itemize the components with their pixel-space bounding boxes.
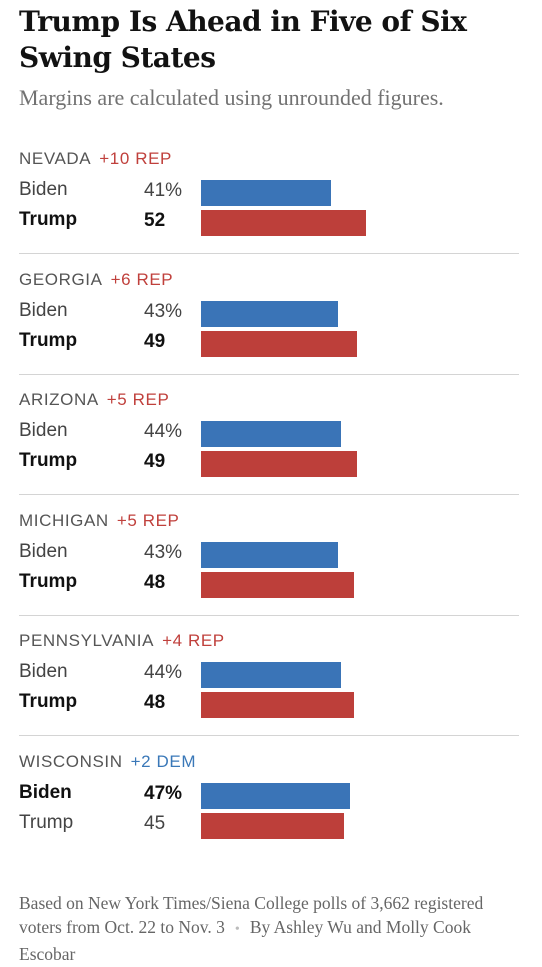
- state-header: WISCONSIN +2 DEM: [19, 752, 196, 772]
- state-group-michigan: MICHIGAN +5 REP Biden 43% Trump 48: [0, 511, 542, 631]
- data-label-trump: 49: [144, 451, 166, 472]
- data-label-trump: 45: [144, 813, 166, 834]
- state-group-georgia: GEORGIA +6 REP Biden 43% Trump 49: [0, 270, 542, 390]
- candidate-label-biden: Biden: [19, 179, 68, 200]
- bar-trump: [201, 331, 357, 357]
- data-label-biden: 44%: [144, 662, 183, 683]
- candidate-label-trump: Trump: [19, 330, 78, 351]
- chart-title: Trump Is Ahead in Five of Six Swing Stat…: [19, 5, 467, 74]
- bar-biden: [201, 301, 338, 327]
- data-label-trump: 49: [144, 331, 166, 352]
- bar-biden: [201, 662, 341, 688]
- bar-biden: [201, 542, 338, 568]
- separator-dot: •: [234, 922, 240, 937]
- state-margin: +10 REP: [99, 149, 172, 168]
- state-name: GEORGIA: [19, 270, 103, 289]
- divider: [19, 253, 519, 254]
- candidate-label-trump: Trump: [19, 209, 78, 230]
- state-margin: +6 REP: [110, 270, 174, 289]
- footnote: Based on New York Times/Siena College po…: [19, 891, 519, 966]
- state-header: PENNSYLVANIA +4 REP: [19, 631, 225, 651]
- bar-trump: [201, 572, 354, 598]
- state-margin: +2 DEM: [130, 752, 197, 771]
- data-label-biden: 43%: [144, 542, 183, 563]
- candidate-label-trump: Trump: [19, 691, 78, 712]
- data-label-biden: 41%: [144, 180, 183, 201]
- bar-trump: [201, 451, 357, 477]
- divider: [19, 735, 519, 736]
- bar-trump: [201, 813, 344, 839]
- divider: [19, 374, 519, 375]
- state-group-nevada: NEVADA +10 REP Biden 41% Trump 52: [0, 149, 542, 269]
- state-margin: +4 REP: [162, 631, 225, 650]
- candidate-label-biden: Biden: [19, 661, 68, 682]
- state-margin: +5 REP: [116, 511, 180, 530]
- source-note: Based on New York Times/Siena College po…: [19, 893, 484, 937]
- candidate-label-biden: Biden: [19, 300, 68, 321]
- bar-biden: [201, 180, 331, 206]
- candidate-label-trump: Trump: [19, 450, 78, 471]
- state-group-wisconsin: WISCONSIN +2 DEM Biden 47% Trump 45: [0, 752, 542, 872]
- state-name: ARIZONA: [19, 390, 99, 409]
- state-name: NEVADA: [19, 149, 92, 168]
- data-label-trump: 52: [144, 210, 166, 231]
- state-margin: +5 REP: [106, 390, 170, 409]
- bar-trump: [201, 210, 366, 236]
- state-group-pennsylvania: PENNSYLVANIA +4 REP Biden 44% Trump 48: [0, 631, 542, 751]
- data-label-biden: 44%: [144, 421, 183, 442]
- data-label-biden: 47%: [144, 783, 183, 804]
- candidate-label-trump: Trump: [19, 571, 78, 592]
- state-name: WISCONSIN: [19, 752, 123, 771]
- state-header: MICHIGAN +5 REP: [19, 511, 179, 531]
- candidate-label-biden: Biden: [19, 541, 68, 562]
- data-label-trump: 48: [144, 572, 166, 593]
- data-label-biden: 43%: [144, 301, 183, 322]
- state-name: MICHIGAN: [19, 511, 109, 530]
- state-group-arizona: ARIZONA +5 REP Biden 44% Trump 49: [0, 390, 542, 510]
- state-name: PENNSYLVANIA: [19, 631, 155, 650]
- candidate-label-trump: Trump: [19, 812, 74, 833]
- data-label-trump: 48: [144, 692, 166, 713]
- byline: By Ashley Wu and Molly Cook Escobar: [19, 917, 471, 964]
- bar-trump: [201, 692, 354, 718]
- divider: [19, 615, 519, 616]
- state-header: NEVADA +10 REP: [19, 149, 172, 169]
- state-header: GEORGIA +6 REP: [19, 270, 173, 290]
- chart-subtitle: Margins are calculated using unrounded f…: [19, 85, 444, 110]
- divider: [19, 494, 519, 495]
- candidate-label-biden: Biden: [19, 420, 68, 441]
- state-header: ARIZONA +5 REP: [19, 390, 169, 410]
- bar-biden: [201, 421, 341, 447]
- bar-biden: [201, 783, 350, 809]
- candidate-label-biden: Biden: [19, 782, 72, 803]
